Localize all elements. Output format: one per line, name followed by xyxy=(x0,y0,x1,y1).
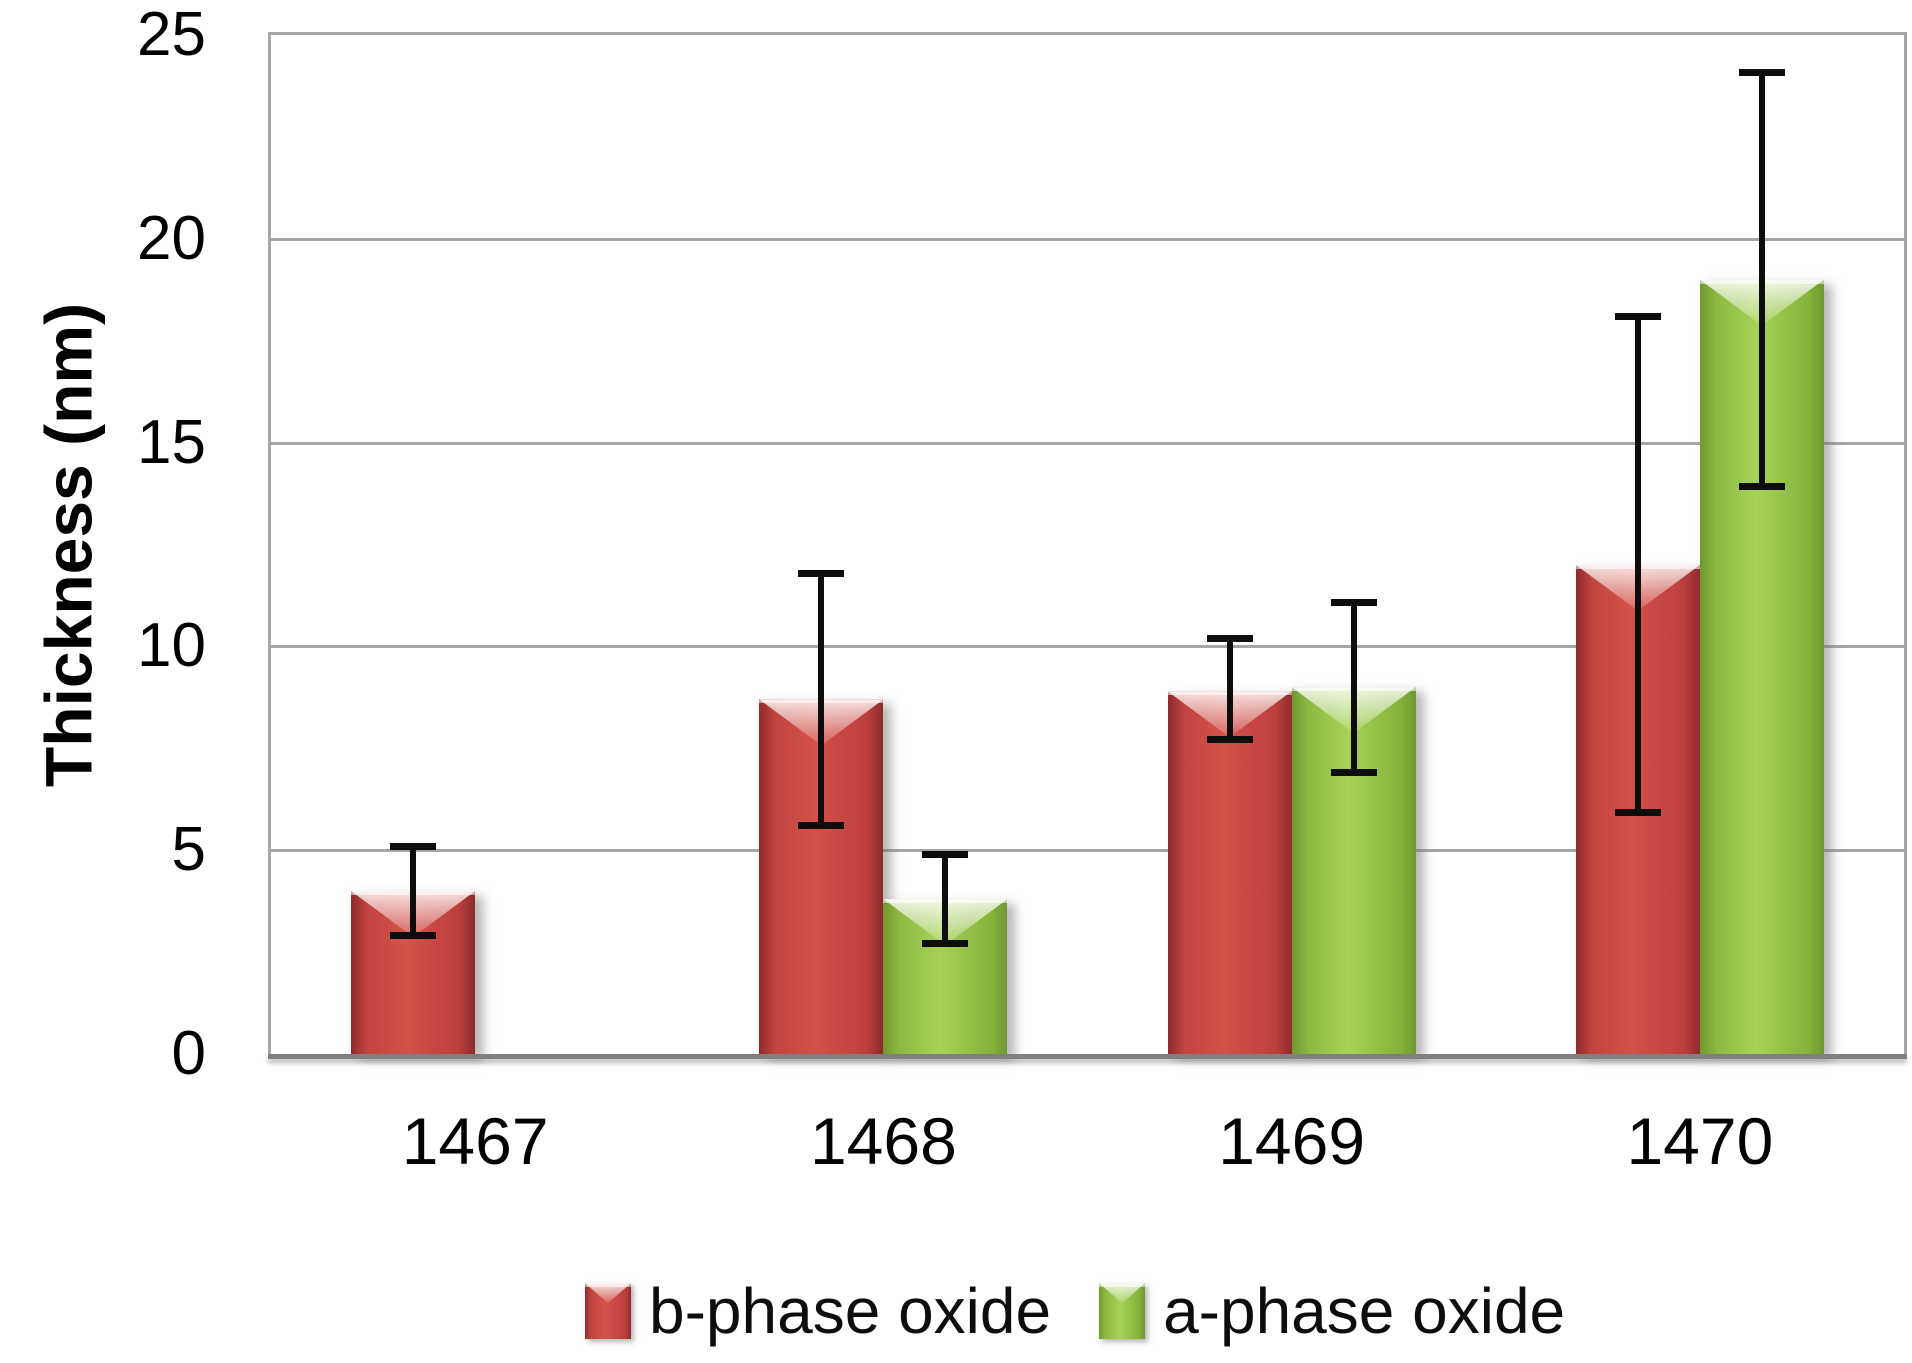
error-bar-a-phase-1469 xyxy=(1330,598,1377,776)
error-bar-line xyxy=(942,858,949,940)
legend-label-a-phase: a-phase oxide xyxy=(1163,1275,1566,1347)
legend-swatch-b-phase-icon xyxy=(585,1283,631,1339)
error-bar-line xyxy=(1758,75,1765,484)
error-bar-a-phase-1470 xyxy=(1738,68,1785,491)
x-tick-label-1467: 1467 xyxy=(401,1104,549,1178)
x-tick-label-1470: 1470 xyxy=(1626,1104,1774,1178)
plot-border-top xyxy=(268,32,1907,35)
y-axis-title: Thickness (nm) xyxy=(31,302,106,788)
gridline-5 xyxy=(271,849,1904,853)
y-tick-label-0: 0 xyxy=(171,1019,206,1088)
error-bar-b-phase-1469 xyxy=(1206,635,1253,744)
error-bar-line xyxy=(1634,320,1641,810)
y-tick-label-20: 20 xyxy=(137,203,206,273)
error-bar-b-phase-1468 xyxy=(798,570,845,829)
error-bar-line xyxy=(818,577,825,822)
y-tick-label-10: 10 xyxy=(137,611,206,681)
plot-area xyxy=(271,35,1904,1054)
x-tick-label-1468: 1468 xyxy=(809,1104,957,1178)
x-axis-line xyxy=(268,1054,1907,1059)
error-bar-b-phase-1470 xyxy=(1614,313,1661,817)
y-tick-label-25: 25 xyxy=(137,0,206,69)
gridline-15 xyxy=(271,441,1904,445)
error-bar-b-phase-1467 xyxy=(390,843,437,939)
y-tick-label-5: 5 xyxy=(171,815,206,885)
gridline-10 xyxy=(271,645,1904,649)
error-bar-line xyxy=(410,850,417,932)
legend-item-b-phase: b-phase oxide xyxy=(585,1278,1051,1344)
x-tick-label-1469: 1469 xyxy=(1218,1104,1366,1178)
plot-border-right xyxy=(1904,32,1907,1057)
error-bar-line xyxy=(1226,642,1233,737)
bar-b-phase-1469 xyxy=(1167,691,1292,1054)
legend: b-phase oxide a-phase oxide xyxy=(585,1278,1565,1344)
error-bar-line xyxy=(1350,605,1357,769)
error-bar-a-phase-1468 xyxy=(922,851,969,947)
legend-label-b-phase: b-phase oxide xyxy=(649,1275,1052,1347)
legend-item-a-phase: a-phase oxide xyxy=(1099,1278,1565,1344)
gridline-20 xyxy=(271,237,1904,241)
legend-swatch-a-phase-icon xyxy=(1099,1283,1146,1339)
y-tick-label-15: 15 xyxy=(137,407,206,477)
plot-border-left xyxy=(268,32,271,1057)
